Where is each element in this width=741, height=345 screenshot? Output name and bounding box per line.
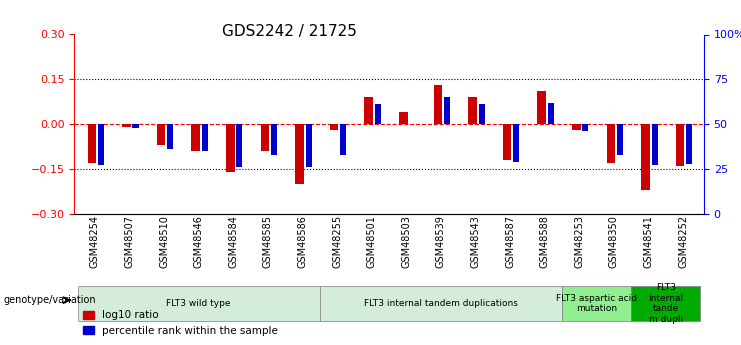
Bar: [375, 105, 381, 124]
Bar: [133, 124, 139, 128]
Bar: [651, 124, 658, 166]
Bar: [479, 105, 485, 124]
Bar: [503, 124, 511, 160]
FancyBboxPatch shape: [320, 286, 562, 321]
Bar: [572, 124, 581, 130]
Bar: [468, 97, 476, 124]
Text: genotype/variation: genotype/variation: [4, 295, 96, 305]
Bar: [226, 124, 234, 172]
Bar: [433, 85, 442, 124]
Bar: [444, 97, 450, 124]
Bar: [582, 124, 588, 131]
Bar: [330, 124, 339, 130]
Bar: [641, 124, 650, 190]
Text: FLT3
internal
tande
m dupli: FLT3 internal tande m dupli: [648, 284, 683, 324]
Bar: [202, 124, 207, 151]
FancyBboxPatch shape: [562, 286, 631, 321]
Bar: [607, 124, 615, 163]
Bar: [122, 124, 130, 127]
FancyBboxPatch shape: [631, 286, 700, 321]
Bar: [676, 124, 685, 166]
Text: GDS2242 / 21725: GDS2242 / 21725: [222, 24, 357, 39]
FancyBboxPatch shape: [78, 286, 320, 321]
Bar: [548, 103, 554, 124]
Text: FLT3 aspartic acid
mutation: FLT3 aspartic acid mutation: [556, 294, 637, 313]
Bar: [98, 124, 104, 166]
Bar: [157, 124, 165, 145]
Bar: [236, 124, 242, 167]
Bar: [617, 124, 623, 155]
Bar: [295, 124, 304, 184]
Bar: [167, 124, 173, 149]
Bar: [340, 124, 346, 155]
Bar: [191, 124, 200, 151]
Bar: [399, 112, 408, 124]
Bar: [261, 124, 269, 151]
Bar: [365, 97, 373, 124]
Bar: [514, 124, 519, 162]
Bar: [686, 124, 692, 164]
Bar: [271, 124, 277, 155]
Bar: [87, 124, 96, 163]
Legend: log10 ratio, percentile rank within the sample: log10 ratio, percentile rank within the …: [79, 306, 282, 340]
Bar: [305, 124, 312, 167]
Bar: [537, 91, 546, 124]
Text: FLT3 wild type: FLT3 wild type: [167, 299, 231, 308]
Text: FLT3 internal tandem duplications: FLT3 internal tandem duplications: [364, 299, 518, 308]
